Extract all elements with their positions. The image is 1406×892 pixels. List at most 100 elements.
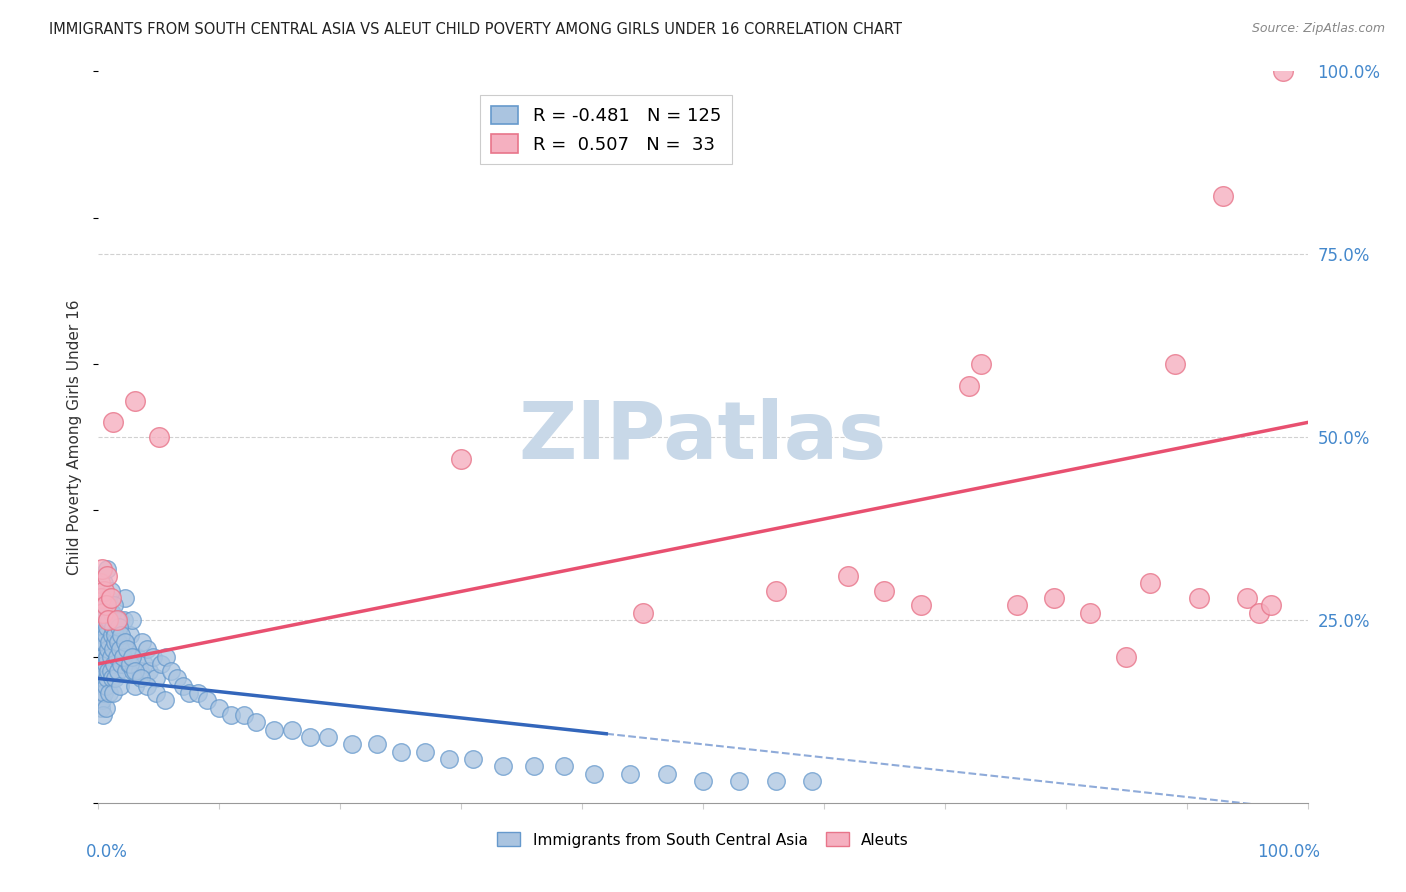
Point	[142, 649, 165, 664]
Point	[800, 773, 823, 788]
Point	[765, 583, 787, 598]
Point	[1212, 188, 1234, 202]
Point	[104, 672, 127, 686]
Point	[100, 591, 122, 605]
Point	[90, 591, 112, 605]
Point	[91, 642, 114, 657]
Point	[120, 649, 142, 664]
Point	[91, 693, 114, 707]
Point	[910, 599, 932, 613]
Point	[1078, 606, 1101, 620]
Point	[108, 613, 131, 627]
Point	[281, 723, 304, 737]
Point	[160, 664, 183, 678]
Point	[96, 562, 118, 576]
Point	[100, 583, 122, 598]
Point	[1188, 591, 1211, 605]
Point	[129, 672, 152, 686]
Point	[91, 679, 114, 693]
Point	[118, 657, 141, 671]
Text: 100.0%: 100.0%	[1257, 843, 1320, 861]
Point	[114, 635, 136, 649]
Point	[970, 357, 993, 371]
Point	[97, 642, 120, 657]
Point	[101, 686, 124, 700]
Point	[135, 642, 157, 657]
Point	[114, 591, 136, 605]
Point	[96, 672, 118, 686]
Point	[94, 627, 117, 641]
Point	[98, 686, 121, 700]
Point	[155, 649, 177, 664]
Point	[124, 679, 146, 693]
Point	[110, 657, 132, 671]
Point	[553, 759, 575, 773]
Point	[1272, 64, 1295, 78]
Point	[131, 635, 153, 649]
Point	[153, 693, 176, 707]
Point	[101, 620, 124, 634]
Point	[1042, 591, 1064, 605]
Point	[94, 657, 117, 671]
Point	[89, 686, 111, 700]
Point	[115, 664, 138, 678]
Point	[245, 715, 267, 730]
Point	[1236, 591, 1258, 605]
Point	[111, 649, 134, 664]
Point	[100, 606, 122, 620]
Point	[150, 657, 173, 671]
Point	[96, 620, 118, 634]
Point	[221, 708, 243, 723]
Point	[692, 773, 714, 788]
Point	[765, 773, 787, 788]
Point	[117, 642, 139, 657]
Point	[103, 657, 125, 671]
Point	[97, 613, 120, 627]
Point	[108, 679, 131, 693]
Point	[94, 599, 117, 613]
Point	[583, 766, 606, 780]
Point	[112, 613, 135, 627]
Point	[103, 599, 125, 613]
Point	[1163, 357, 1185, 371]
Point	[463, 752, 485, 766]
Point	[93, 576, 115, 591]
Point	[179, 686, 201, 700]
Point	[148, 430, 170, 444]
Point	[134, 657, 156, 671]
Point	[138, 664, 160, 678]
Point	[93, 606, 115, 620]
Point	[96, 569, 118, 583]
Text: Source: ZipAtlas.com: Source: ZipAtlas.com	[1251, 22, 1385, 36]
Point	[98, 613, 121, 627]
Point	[619, 766, 641, 780]
Point	[93, 686, 115, 700]
Point	[100, 649, 122, 664]
Point	[1115, 649, 1137, 664]
Point	[389, 745, 412, 759]
Point	[124, 393, 146, 408]
Point	[110, 627, 132, 641]
Point	[93, 664, 115, 678]
Point	[450, 452, 472, 467]
Point	[728, 773, 751, 788]
Point	[91, 649, 114, 664]
Point	[122, 664, 145, 678]
Point	[121, 613, 143, 627]
Point	[93, 635, 115, 649]
Point	[100, 664, 122, 678]
Point	[117, 642, 139, 657]
Point	[837, 569, 859, 583]
Point	[492, 759, 515, 773]
Point	[1260, 599, 1282, 613]
Point	[91, 657, 114, 671]
Point	[94, 599, 117, 613]
Point	[437, 752, 460, 766]
Point	[172, 679, 194, 693]
Point	[195, 693, 218, 707]
Point	[91, 708, 114, 723]
Point	[96, 649, 118, 664]
Point	[91, 562, 114, 576]
Point	[873, 583, 896, 598]
Point	[100, 606, 122, 620]
